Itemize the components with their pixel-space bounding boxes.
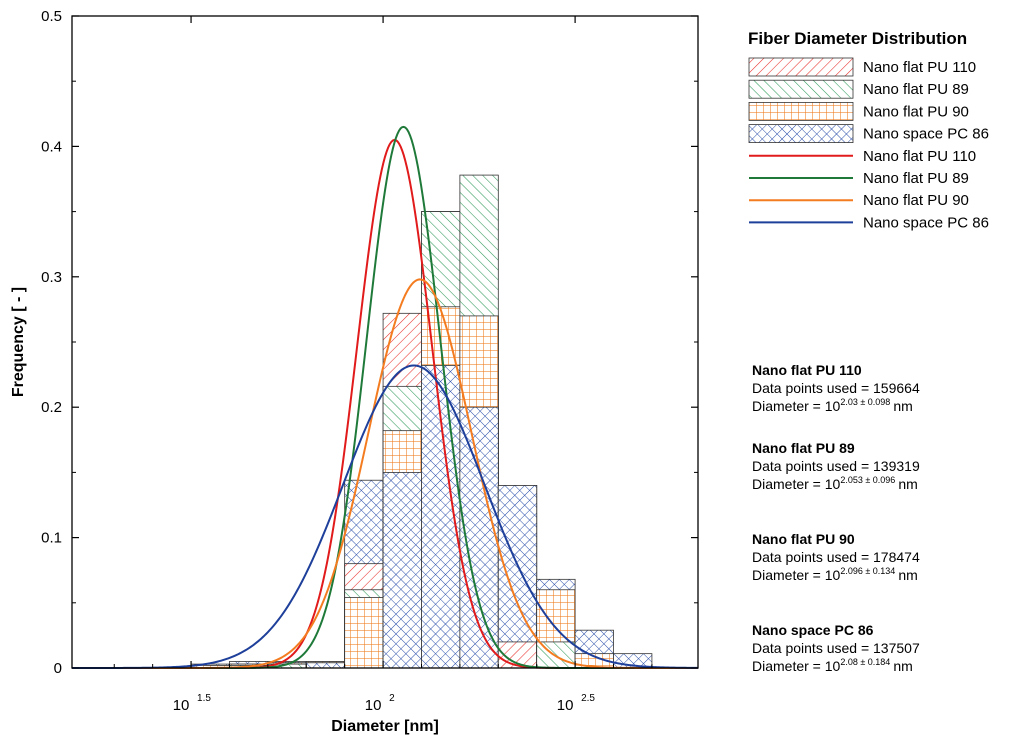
legend: Fiber Diameter Distribution Nano flat PU…	[748, 29, 989, 231]
annotation-nano-space-pc-86: Nano space PC 86 Data points used = 13750…	[752, 622, 920, 674]
y-tick-label: 0.4	[41, 138, 62, 155]
legend-label: Nano flat PU 89	[863, 81, 969, 98]
annotation-unit: nm	[898, 567, 917, 583]
annotation-data-points: Data points used = 137507	[752, 640, 920, 656]
x-tick-label: 10	[173, 697, 190, 714]
annotation-diameter: Diameter = 102.08 ± 0.184 nm	[752, 657, 913, 674]
annotation-exponent: 2.096 ± 0.134	[840, 566, 895, 576]
annotation-exponent: 2.03 ± 0.098	[840, 397, 890, 407]
legend-swatch-nano-flat-pu-90	[748, 102, 854, 121]
fit-annotations: Nano flat PU 110 Data points used = 15966…	[752, 362, 920, 674]
histogram-bars	[190, 174, 653, 669]
annotation-unit: nm	[893, 658, 912, 674]
fit-curve-nano-space-pc-86	[72, 364, 699, 669]
annotation-nano-flat-pu-110: Nano flat PU 110 Data points used = 15966…	[752, 362, 920, 414]
y-tick-label: 0.3	[41, 269, 62, 286]
x-tick-exponent: 1.5	[197, 693, 211, 704]
annotation-unit: nm	[898, 476, 917, 492]
x-tick-label: 10	[365, 697, 382, 714]
legend-label: Nano space PC 86	[863, 126, 989, 143]
legend-label: Nano flat PU 90	[863, 192, 969, 209]
annotation-data-points: Data points used = 178474	[752, 549, 920, 565]
annotation-diameter: Diameter = 102.053 ± 0.096 nm	[752, 475, 918, 492]
legend-label: Nano flat PU 110	[863, 148, 976, 165]
bar-nano-space-pc-86-bin-7	[382, 471, 422, 669]
axis-ticks: 0 0.1 0.2 0.3 0.4 0.5 10 1.5 10 2 10 2.5	[41, 8, 698, 714]
y-tick-label: 0	[54, 660, 62, 677]
annotation-data-points: Data points used = 159664	[752, 380, 920, 396]
x-axis-label: Diameter [nm]	[331, 718, 439, 735]
y-tick-label: 0.5	[41, 8, 62, 25]
legend-label: Nano space PC 86	[863, 214, 989, 231]
bar-nano-space-pc-86-bin-10	[497, 485, 538, 669]
y-axis-label: Frequency [ - ]	[10, 287, 27, 397]
x-tick-exponent: 2.5	[581, 693, 595, 704]
legend-label: Nano flat PU 89	[863, 170, 969, 187]
annotation-diameter: Diameter = 102.03 ± 0.098 nm	[752, 397, 913, 414]
legend-swatch-nano-space-pc-86	[748, 124, 854, 143]
bar-nano-flat-pu-90-bin-6	[344, 597, 384, 669]
bar-nano-space-pc-86-bin-5	[305, 662, 346, 669]
legend-swatch-nano-flat-pu-89	[748, 79, 854, 99]
legend-label: Nano flat PU 90	[863, 103, 969, 120]
annotation-unit: nm	[893, 398, 912, 414]
annotation-title: Nano space PC 86	[752, 622, 874, 638]
x-tick-label: 10	[557, 697, 574, 714]
annotation-exponent: 2.08 ± 0.184	[840, 657, 890, 667]
legend-title: Fiber Diameter Distribution	[748, 29, 967, 48]
annotation-title: Nano flat PU 110	[752, 362, 862, 378]
annotation-title: Nano flat PU 90	[752, 531, 855, 547]
legend-swatch-nano-flat-pu-110	[748, 57, 854, 77]
annotation-nano-flat-pu-90: Nano flat PU 90 Data points used = 178474…	[752, 531, 920, 583]
y-tick-label: 0.2	[41, 399, 62, 416]
x-tick-exponent: 2	[389, 693, 395, 704]
legend-label: Nano flat PU 110	[863, 59, 976, 76]
annotation-exponent: 2.053 ± 0.096	[840, 475, 895, 485]
annotation-data-points: Data points used = 139319	[752, 458, 920, 474]
annotation-title: Nano flat PU 89	[752, 440, 855, 456]
annotation-nano-flat-pu-89: Nano flat PU 89 Data points used = 139319…	[752, 440, 920, 492]
y-tick-label: 0.1	[41, 530, 62, 547]
annotation-diameter: Diameter = 102.096 ± 0.134 nm	[752, 566, 918, 583]
